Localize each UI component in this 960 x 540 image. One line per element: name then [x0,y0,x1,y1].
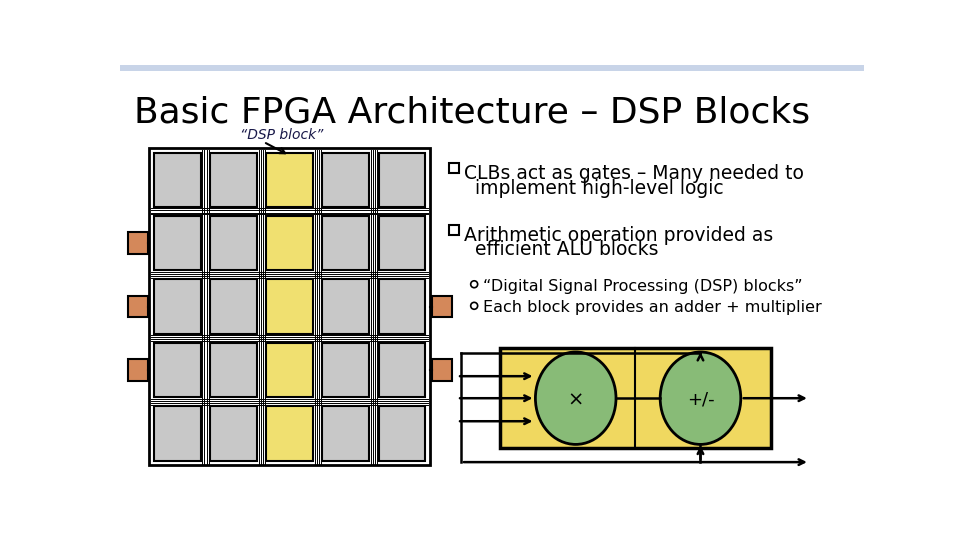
Text: CLBs act as gates – Many needed to: CLBs act as gates – Many needed to [464,164,804,183]
Text: “Digital Signal Processing (DSP) blocks”: “Digital Signal Processing (DSP) blocks” [484,279,804,294]
Bar [155,280,201,334]
Text: Basic FPGA Architecture – DSP Blocks: Basic FPGA Architecture – DSP Blocks [134,96,810,130]
Bar [378,216,425,270]
Text: Arithmetic operation provided as: Arithmetic operation provided as [464,226,774,245]
Text: Each block provides an adder + multiplier: Each block provides an adder + multiplie… [484,300,822,315]
Bar [155,407,201,461]
Bar [378,280,425,334]
Bar [155,343,201,397]
Bar [432,359,452,381]
Ellipse shape [536,352,616,444]
Bar [150,148,430,465]
Bar [323,216,370,270]
Bar [128,232,148,254]
Bar [378,153,425,207]
Bar [378,407,425,461]
Text: “DSP block”: “DSP block” [240,128,324,142]
Bar [155,216,201,270]
Bar [323,343,370,397]
Ellipse shape [660,352,741,444]
Bar [500,348,771,448]
Bar [266,407,313,461]
Text: +/-: +/- [686,391,714,409]
Bar [378,343,425,397]
Bar [266,343,313,397]
Bar [432,296,452,318]
Bar [266,216,313,270]
Text: efficient ALU blocks: efficient ALU blocks [475,240,659,259]
Bar [120,65,864,71]
Text: ×: × [567,390,584,409]
Bar [266,153,313,207]
Bar [128,296,148,318]
Bar [210,153,257,207]
Bar [210,407,257,461]
Bar [128,359,148,381]
Bar [449,164,460,173]
Bar [155,153,201,207]
Bar [323,280,370,334]
Ellipse shape [470,281,478,288]
Ellipse shape [470,302,478,309]
Bar [323,153,370,207]
Bar [266,280,313,334]
Bar [449,225,460,235]
Text: implement high-level logic: implement high-level logic [475,179,724,198]
Bar [210,280,257,334]
Bar [210,343,257,397]
Bar [323,407,370,461]
Bar [210,216,257,270]
